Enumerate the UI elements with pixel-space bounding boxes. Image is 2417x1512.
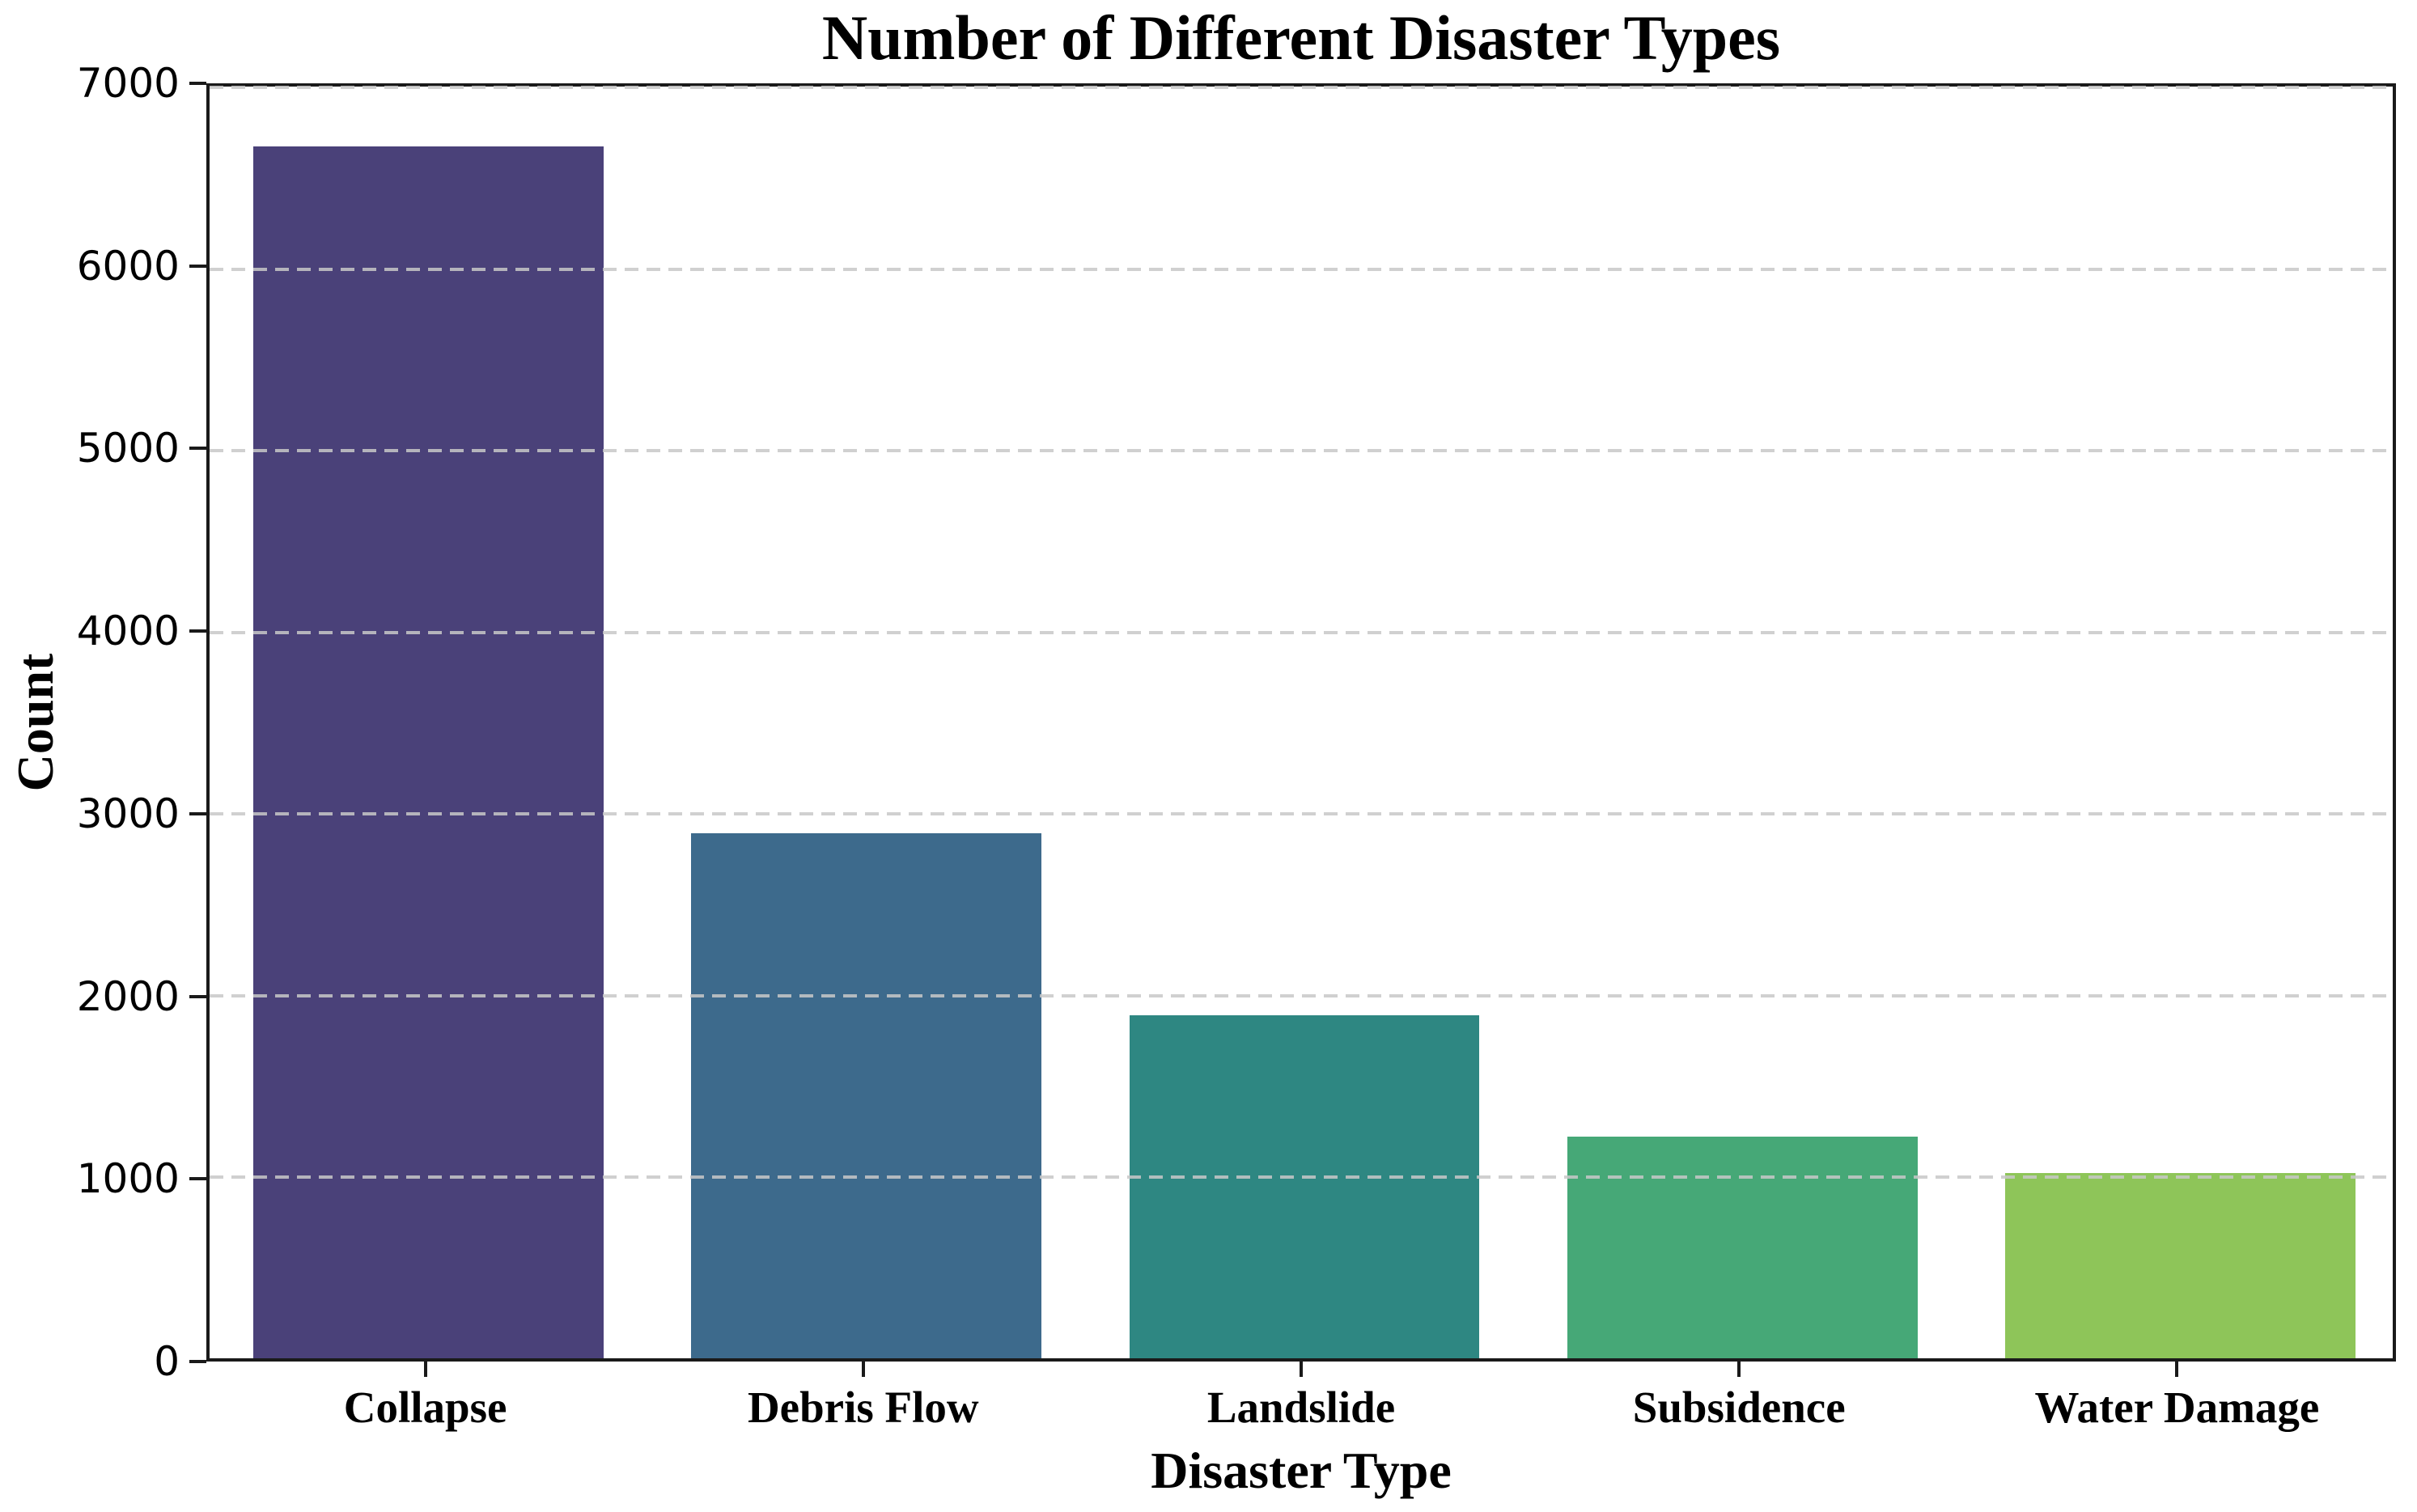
y-tick-mark-6000 xyxy=(189,264,206,268)
gridline-5000 xyxy=(210,449,2393,453)
x-tick-label-water-damage: Water Damage xyxy=(2034,1383,2320,1432)
gridline-4000 xyxy=(210,630,2393,634)
y-tick-mark-3000 xyxy=(189,811,206,815)
x-tick-mark-debris-flow xyxy=(861,1362,865,1377)
y-axis-label: Count xyxy=(6,653,64,792)
gridline-6000 xyxy=(210,267,2393,271)
x-tick-mark-water-damage xyxy=(2175,1362,2179,1377)
gridline-7000 xyxy=(210,86,2393,89)
y-tick-label-1000: 1000 xyxy=(76,1155,180,1203)
x-tick-label-subsidence: Subsidence xyxy=(1632,1383,1846,1432)
y-tick-mark-0 xyxy=(189,1360,206,1363)
bar-landslide xyxy=(1129,1014,1480,1358)
x-tick-label-collapse: Collapse xyxy=(343,1383,507,1432)
plot-area xyxy=(206,83,2396,1362)
bar-debris-flow xyxy=(691,833,1042,1358)
x-tick-mark-subsidence xyxy=(1737,1362,1741,1377)
gridline-2000 xyxy=(210,993,2393,997)
gridline-1000 xyxy=(210,1175,2393,1180)
x-tick-mark-landslide xyxy=(1300,1362,1303,1377)
y-tick-mark-4000 xyxy=(189,629,206,633)
x-tick-label-landslide: Landslide xyxy=(1206,1383,1396,1432)
chart-title: Number of Different Disaster Types xyxy=(821,2,1781,73)
x-tick-mark-collapse xyxy=(423,1362,427,1377)
x-axis-label: Disaster Type xyxy=(1151,1442,1452,1499)
y-tick-label-0: 0 xyxy=(154,1338,180,1385)
y-tick-label-4000: 4000 xyxy=(76,608,180,655)
gridline-3000 xyxy=(210,812,2393,816)
y-tick-label-5000: 5000 xyxy=(76,425,180,472)
y-tick-label-6000: 6000 xyxy=(76,242,180,290)
x-tick-label-debris-flow: Debris Flow xyxy=(747,1383,979,1432)
y-tick-mark-7000 xyxy=(189,82,206,85)
y-tick-mark-2000 xyxy=(189,994,206,998)
y-tick-mark-1000 xyxy=(189,1177,206,1181)
y-tick-label-7000: 7000 xyxy=(76,60,180,107)
y-tick-label-2000: 2000 xyxy=(76,972,180,1020)
bar-subsidence xyxy=(1567,1137,1918,1358)
bar-water-damage xyxy=(2004,1172,2356,1358)
y-tick-mark-5000 xyxy=(189,447,206,451)
y-tick-label-3000: 3000 xyxy=(76,790,180,837)
bar-collapse xyxy=(253,146,604,1358)
